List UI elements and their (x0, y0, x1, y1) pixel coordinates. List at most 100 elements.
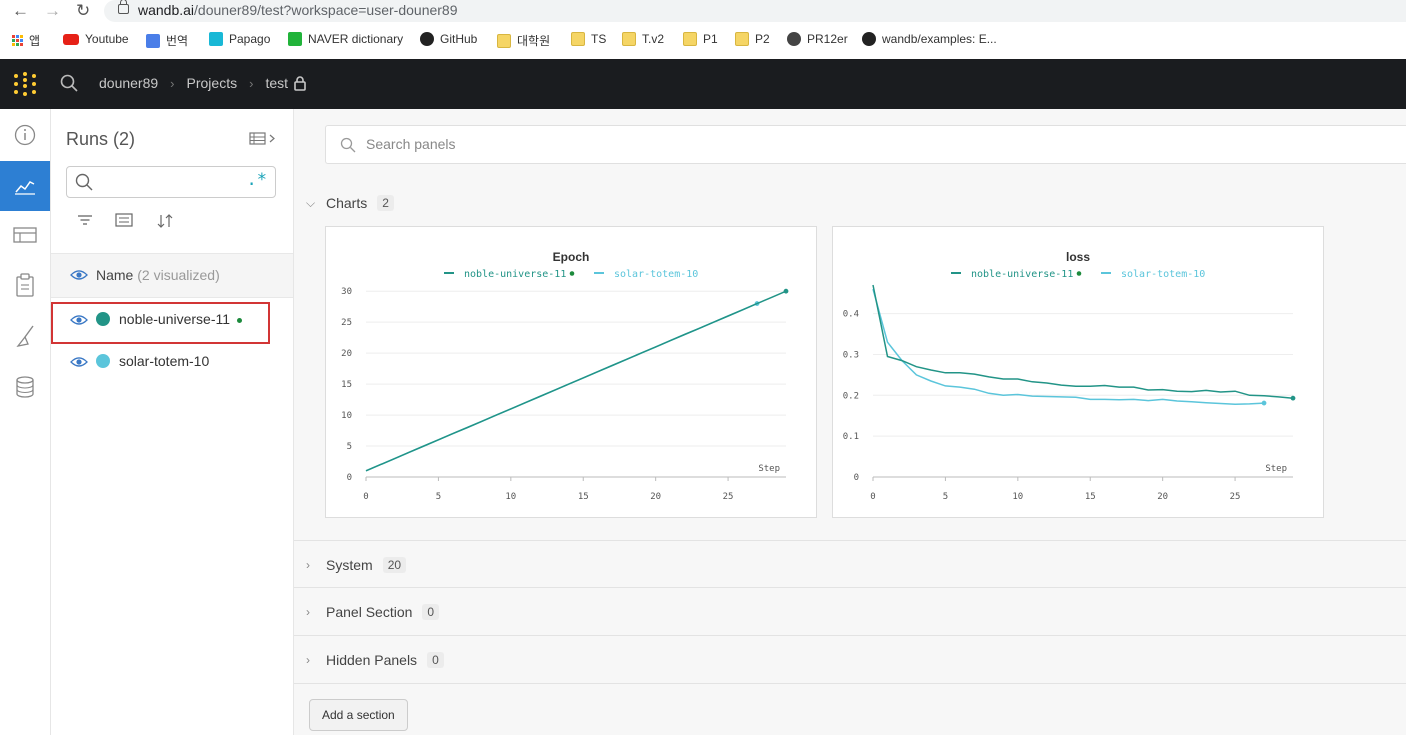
eye-icon[interactable] (70, 269, 88, 281)
series-endpoint (783, 288, 789, 294)
run-color-swatch[interactable] (96, 354, 110, 368)
lock-icon (118, 0, 129, 14)
chart-panel-loss[interactable]: loss noble-universe-11 solar-totem-10 0 0.1 0… (832, 226, 1324, 518)
bookmark-wandb-examples[interactable]: wandb/examples: E... (862, 32, 997, 46)
bookmark-folder-p2[interactable]: P2 (735, 32, 770, 46)
breadcrumb-user[interactable]: douner89 (99, 75, 159, 91)
search-icon[interactable] (60, 74, 78, 92)
sort-icon[interactable] (157, 213, 173, 229)
section-divider (294, 587, 1406, 588)
y-tick-label: 0.2 (843, 391, 859, 401)
bookmark-translate[interactable]: 번역 (146, 32, 188, 49)
x-tick-label: 5 (943, 492, 948, 502)
workspace-main: ⌵ Charts 2 Epoch noble-universe-11 solar-t… (294, 109, 1406, 735)
runs-name-header[interactable]: Name (2 visualized) (51, 253, 293, 298)
run-color-swatch[interactable] (96, 312, 110, 326)
back-arrow-icon[interactable]: ← (12, 1, 29, 20)
visualized-count: (2 visualized) (137, 267, 220, 283)
section-count: 0 (422, 604, 440, 620)
section-divider (294, 635, 1406, 636)
wandb-logo-icon[interactable] (12, 71, 38, 97)
y-tick-label: 15 (341, 380, 352, 390)
breadcrumb-projects[interactable]: Projects (186, 75, 238, 91)
bookmark-folder-p1[interactable]: P1 (683, 32, 718, 46)
loss-chart: loss noble-universe-11 solar-totem-10 0 0.1 0… (843, 250, 1296, 502)
app-header: douner89 › Projects › test (0, 59, 1406, 109)
forward-arrow-icon[interactable]: → (44, 1, 61, 20)
x-tick-label: 0 (870, 492, 875, 502)
legend-entry: solar-totem-10 (614, 269, 698, 280)
filter-icon[interactable] (77, 213, 93, 227)
x-tick-label: 20 (650, 492, 661, 502)
url-text[interactable]: wandb.ai/douner89/test?workspace=user-do… (138, 2, 458, 18)
folder-icon (571, 32, 585, 46)
x-tick-label: 0 (363, 492, 368, 502)
bookmark-apps[interactable]: 앱 (12, 32, 40, 49)
runs-search-input[interactable]: .* (66, 166, 276, 198)
series-endpoint (1261, 400, 1267, 406)
section-title: Charts (326, 195, 368, 211)
bookmark-papago[interactable]: Papago (209, 32, 270, 46)
eye-icon[interactable] (70, 314, 88, 326)
bookmark-naver-dictionary[interactable]: NAVER dictionary (288, 32, 403, 46)
run-row[interactable]: noble-universe-11 (51, 299, 293, 341)
eye-icon[interactable] (70, 356, 88, 368)
chevron-down-icon: ⌵ (306, 195, 316, 210)
nav-artifacts[interactable] (0, 362, 50, 412)
x-tick-label: 15 (578, 492, 589, 502)
nav-table[interactable] (0, 210, 50, 260)
section-header-panel-section[interactable]: › Panel Section 0 (306, 604, 440, 620)
legend-entry: noble-universe-11 (971, 269, 1073, 280)
section-title: Panel Section (326, 604, 413, 620)
add-section-button[interactable]: Add a section (309, 699, 408, 731)
panel-search-box[interactable] (325, 125, 1406, 164)
chart-panel-epoch[interactable]: Epoch noble-universe-11 solar-totem-10 0 5 10… (325, 226, 817, 518)
info-icon (14, 124, 36, 146)
section-header-system[interactable]: › System 20 (306, 557, 407, 573)
expand-table-icon[interactable] (249, 131, 277, 147)
section-count: 2 (377, 195, 394, 211)
x-tick-label: 10 (1012, 492, 1023, 502)
section-title: System (326, 557, 373, 573)
chart-title: Epoch (553, 250, 590, 264)
run-row[interactable]: solar-totem-10 (51, 341, 293, 383)
breadcrumb-project[interactable]: test (265, 75, 289, 91)
bookmark-folder-grad[interactable]: 대학원 (497, 32, 550, 49)
folder-icon (735, 32, 749, 46)
section-divider (294, 540, 1406, 541)
bookmark-github[interactable]: GitHub (420, 32, 477, 46)
run-name[interactable]: noble-universe-11 (119, 311, 231, 327)
nav-overview[interactable] (0, 110, 50, 160)
name-column-label: Name (96, 267, 134, 283)
chevron-right-icon: › (306, 653, 310, 667)
table-icon (13, 227, 37, 243)
group-icon[interactable] (115, 213, 133, 227)
x-tick-label: 10 (505, 492, 516, 502)
address-bar[interactable]: wandb.ai/douner89/test?workspace=user-do… (104, 0, 1406, 22)
nav-reports[interactable] (0, 260, 50, 310)
search-panels-input[interactable] (364, 135, 1268, 153)
bookmark-youtube[interactable]: Youtube (63, 32, 129, 46)
y-tick-label: 20 (341, 349, 352, 359)
series-endpoint (1290, 395, 1296, 401)
reload-icon[interactable]: ↻ (76, 1, 91, 20)
section-header-charts[interactable]: ⌵ Charts 2 (306, 195, 394, 211)
bookmark-folder-tv2[interactable]: T.v2 (622, 32, 664, 46)
bookmark-pr12er[interactable]: PR12er (787, 32, 848, 46)
run-name[interactable]: solar-totem-10 (119, 353, 210, 369)
x-tick-label: 15 (1085, 492, 1096, 502)
section-header-hidden-panels[interactable]: › Hidden Panels 0 (306, 652, 444, 668)
running-status-dot (237, 317, 243, 323)
x-tick-label: 20 (1157, 492, 1168, 502)
x-tick-label: 25 (723, 492, 734, 502)
nav-sweeps[interactable] (0, 311, 50, 361)
nav-workspace[interactable] (0, 161, 50, 211)
series-line-solar-totem-10 (872, 288, 1265, 406)
broom-icon (16, 325, 34, 347)
search-icon (75, 173, 93, 191)
github-icon (420, 32, 434, 46)
apps-grid-icon (12, 35, 23, 46)
bookmark-folder-ts[interactable]: TS (571, 32, 606, 46)
regex-toggle[interactable]: .* (246, 170, 267, 190)
x-tick-label: 25 (1230, 492, 1241, 502)
